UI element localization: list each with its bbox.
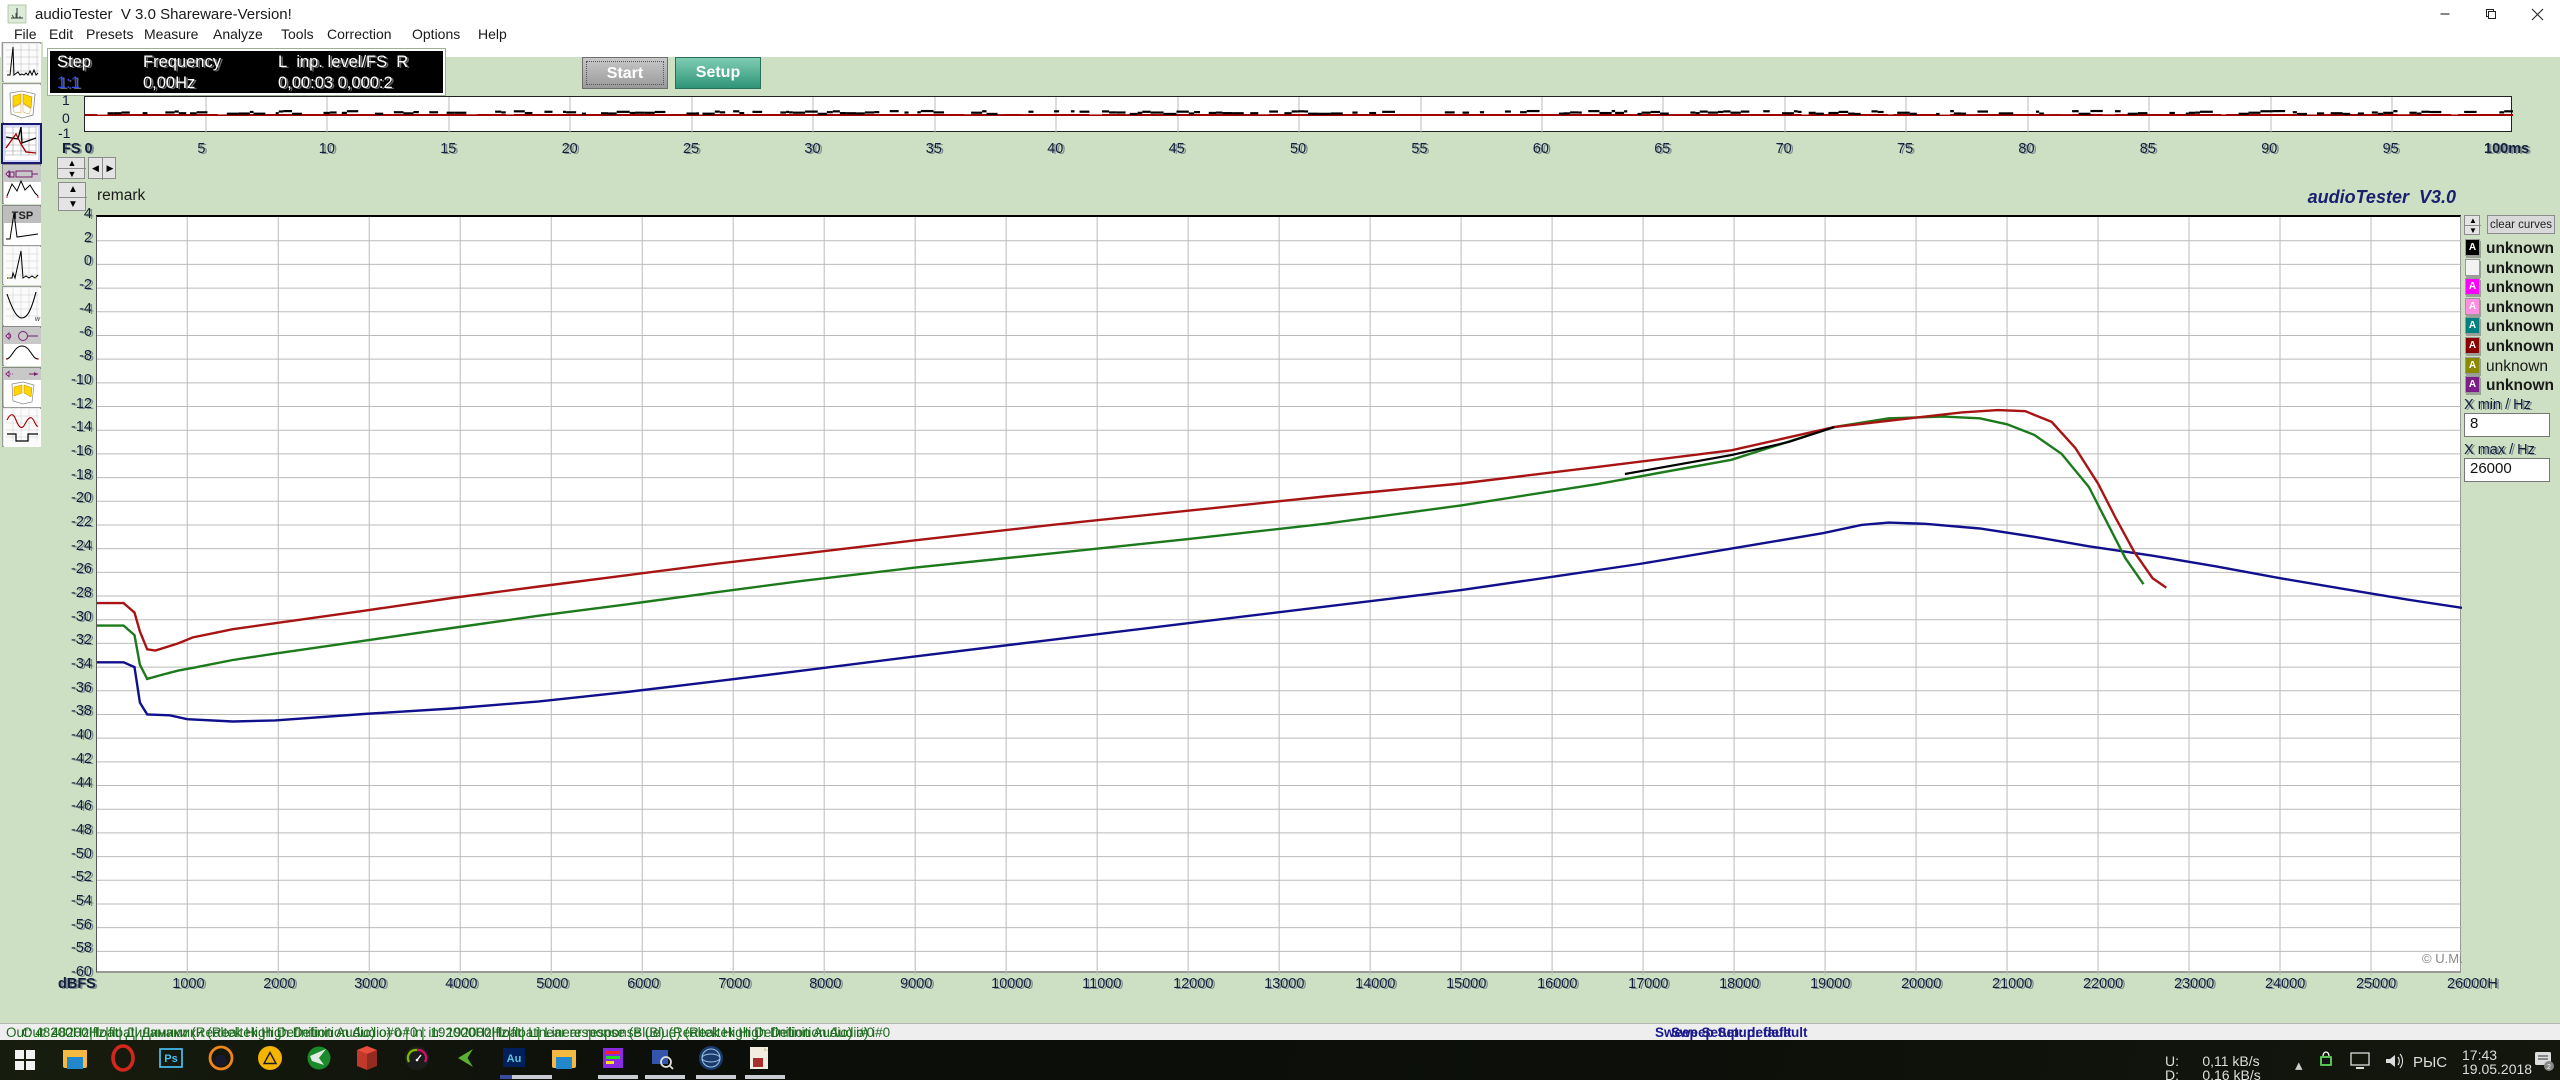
svg-text:© U.Mueller: © U.Mueller (2422, 951, 2462, 966)
svg-text:Au: Au (507, 1053, 522, 1065)
svg-text:2: 2 (2547, 1064, 2551, 1071)
svg-text:Ps: Ps (164, 1053, 177, 1065)
